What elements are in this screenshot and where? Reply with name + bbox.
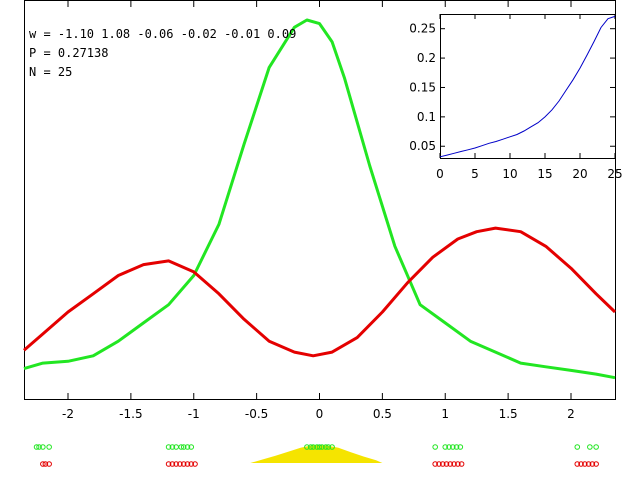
red-sample-marker — [169, 461, 176, 467]
green-sample-marker — [329, 444, 335, 450]
green-sample-marker — [304, 444, 310, 450]
green-sample-marker — [325, 444, 332, 450]
red-sample-marker — [177, 461, 183, 467]
inset-x-tick-label: 10 — [502, 167, 517, 181]
red-sample-marker — [188, 461, 195, 467]
green-sample-marker — [307, 444, 314, 450]
main-curves — [23, 18, 617, 380]
green-sample-marker — [319, 444, 325, 450]
x-tick-label: 1 — [441, 407, 449, 421]
red-sample-marker — [585, 461, 592, 467]
green-sample-marker — [587, 444, 593, 450]
green-sample-marker — [188, 444, 195, 450]
red-sample-marker — [458, 461, 465, 467]
green-sample-marker — [33, 444, 40, 450]
red-density-curve — [23, 226, 617, 358]
x-tick-label: -2 — [62, 407, 74, 421]
probability-annotation: P = 0.27138 — [29, 46, 109, 60]
inset-plot-frame — [440, 14, 616, 159]
x-tick-label: 0 — [316, 407, 324, 421]
red-sample-marker — [173, 461, 179, 467]
inset-x-tick-label: 25 — [607, 167, 622, 181]
inset-y-tick-label: 0.25 — [409, 22, 436, 36]
inset-y-tick-label: 0.05 — [409, 139, 436, 153]
green-sample-marker — [449, 444, 456, 450]
red-sample-marker — [578, 461, 584, 467]
red-sample-marker — [42, 461, 49, 467]
x-tick-label: -1 — [188, 407, 200, 421]
green-sample-marker — [46, 444, 52, 450]
inset-x-tick-label: 15 — [537, 167, 552, 181]
red-sample-marker — [184, 461, 191, 467]
x-tick-label: -0.5 — [245, 407, 268, 421]
green-density-curve — [23, 18, 616, 380]
red-sample-marker — [46, 461, 52, 467]
red-sample-marker — [582, 461, 588, 467]
inset-ticks: 0 5 10 15 20 25 0.05 0.1 0.15 0.2 0.25 — [409, 14, 623, 181]
x-tick-label: 0.5 — [373, 407, 392, 421]
count-annotation: N = 25 — [29, 65, 73, 79]
green-sample-marker — [322, 444, 329, 450]
green-sample-marker — [180, 444, 187, 450]
inset-y-tick-label: 0.2 — [417, 51, 436, 65]
red-sample-marker — [432, 461, 438, 467]
red-sample-marker — [455, 461, 461, 467]
green-sample-marker — [442, 444, 449, 450]
green-sample-marker — [184, 444, 191, 450]
green-sample-marker — [453, 444, 460, 450]
green-sample-marker — [165, 444, 172, 450]
inset-x-tick-label: 20 — [572, 167, 587, 181]
inset-x-tick-label: 0 — [436, 167, 444, 181]
red-sample-marker — [451, 461, 457, 467]
green-sample-marker — [169, 444, 176, 450]
x-tick-label: 2 — [567, 407, 575, 421]
main-plot-frame — [24, 0, 616, 400]
green-sample-marker — [432, 444, 438, 450]
bottom-strip — [33, 444, 599, 467]
blue-convergence-curve — [439, 15, 616, 158]
green-sample-marker — [40, 444, 46, 450]
green-sample-marker — [457, 444, 464, 450]
inset-x-tick-label: 5 — [471, 167, 479, 181]
green-sample-marker — [446, 444, 452, 450]
green-sample-marker — [574, 444, 581, 450]
inset-y-tick-label: 0.15 — [409, 80, 436, 94]
red-sample-marker — [574, 461, 581, 467]
inset-plot-background — [440, 14, 615, 158]
red-sample-marker — [443, 461, 450, 467]
green-sample-marker — [36, 444, 42, 450]
red-sample-marker — [589, 461, 596, 467]
x-tick-label: -1.5 — [119, 407, 142, 421]
red-sample-marker — [165, 461, 172, 467]
green-sample-marker — [593, 444, 599, 450]
main-x-ticks: -2 -1.5 -1 -0.5 0 0.5 1 1.5 2 — [62, 1, 575, 421]
red-sample-marker — [593, 461, 599, 467]
green-sample-marker — [178, 444, 184, 450]
x-tick-label: 1.5 — [499, 407, 518, 421]
red-sample-marker — [180, 461, 187, 467]
inset-y-tick-label: 0.1 — [417, 110, 436, 124]
red-sample-marker — [192, 461, 198, 467]
red-sample-marker — [439, 461, 446, 467]
green-sample-marker — [310, 444, 317, 450]
inset-curve — [439, 15, 616, 158]
weights-annotation: w = -1.10 1.08 -0.06 -0.02 -0.01 0.09 — [29, 27, 297, 41]
red-sample-marker — [436, 461, 442, 467]
red-sample-marker — [447, 461, 454, 467]
yellow-density-area — [250, 445, 383, 463]
green-sample-marker — [316, 444, 323, 450]
red-sample-marker — [40, 461, 46, 467]
